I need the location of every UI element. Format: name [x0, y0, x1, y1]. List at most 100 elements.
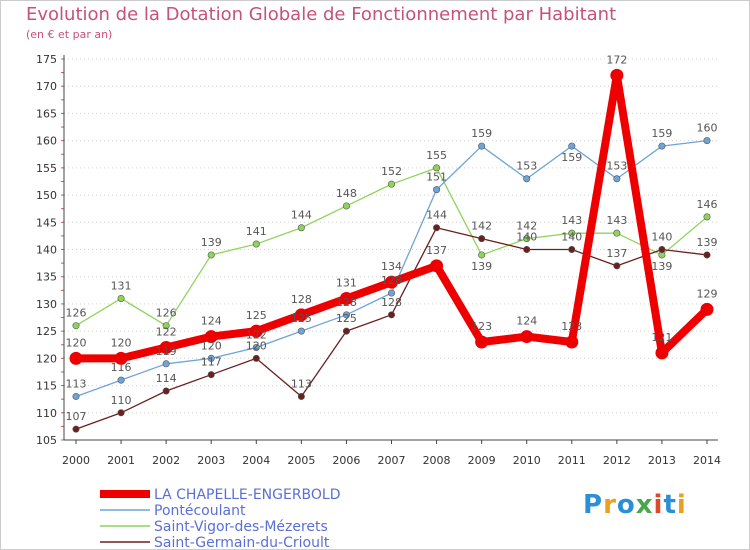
y-tick-label: 110: [36, 407, 57, 420]
data-label: 137: [426, 244, 447, 257]
data-label: 128: [336, 296, 357, 309]
x-tick-label: 2005: [287, 454, 315, 467]
data-label: 122: [156, 325, 177, 338]
data-point: [700, 302, 714, 316]
chart-subtitle: (en € et par an): [26, 28, 113, 41]
data-point: [294, 308, 308, 322]
data-label: 160: [697, 122, 718, 135]
data-point: [117, 294, 125, 302]
data-label: 128: [291, 293, 312, 306]
x-tick-label: 2014: [693, 454, 721, 467]
data-label: 153: [606, 160, 627, 173]
x-tick-label: 2006: [332, 454, 360, 467]
legend-label: LA CHAPELLE-ENGERBOLD: [154, 487, 341, 503]
data-label: 121: [651, 331, 672, 344]
x-tick-label: 2012: [603, 454, 631, 467]
y-tick-label: 150: [36, 189, 57, 202]
chart-title: Evolution de la Dotation Globale de Fonc…: [26, 4, 617, 25]
data-point: [297, 224, 305, 232]
data-label: 107: [66, 410, 87, 423]
y-tick-label: 130: [36, 298, 57, 311]
data-point: [520, 330, 534, 344]
y-tick-label: 175: [36, 53, 57, 66]
data-label: 120: [66, 336, 87, 349]
data-point: [655, 346, 669, 360]
data-label: 139: [471, 260, 492, 273]
data-label: 128: [381, 274, 402, 287]
data-point: [159, 340, 173, 354]
data-point: [385, 275, 398, 289]
data-label: 141: [246, 225, 267, 238]
data-label: 124: [516, 315, 537, 328]
data-label: 139: [201, 236, 222, 249]
data-point: [430, 259, 444, 273]
data-label: 126: [66, 307, 87, 320]
data-labels: 126 131 126 139 141 144 148 152 155 139 142 143 143 1…: [66, 53, 718, 423]
data-label: 142: [516, 220, 537, 233]
data-label: 142: [471, 220, 492, 233]
y-tick-label: 145: [36, 216, 57, 229]
data-label: 122: [246, 328, 267, 341]
data-label: 159: [651, 127, 672, 140]
data-label: 140: [516, 231, 537, 244]
data-label: 151: [426, 171, 447, 184]
data-label: 139: [651, 260, 672, 273]
x-tick-label: 2002: [152, 454, 180, 467]
data-point: [523, 175, 531, 183]
axes: 105 110 115 120 125 130 135 140 145 150 155 160 165 1…: [36, 53, 721, 467]
data-point: [478, 251, 486, 259]
data-point: [204, 330, 218, 344]
data-point: [433, 164, 441, 172]
data-point: [342, 327, 350, 335]
data-label: 131: [336, 276, 357, 289]
x-tick-label: 2007: [378, 454, 406, 467]
data-label: 159: [561, 151, 582, 164]
data-point: [342, 202, 350, 210]
data-label: 155: [426, 149, 447, 162]
data-point: [568, 246, 576, 254]
data-point: [387, 311, 395, 319]
x-tick-label: 2008: [423, 454, 451, 467]
data-point: [478, 235, 486, 243]
y-tick-label: 115: [36, 380, 57, 393]
data-point: [613, 262, 621, 270]
data-point: [478, 142, 486, 150]
data-label: 120: [111, 336, 132, 349]
y-tick-label: 165: [36, 107, 57, 120]
y-tick-label: 105: [36, 434, 57, 447]
data-label: 134: [381, 260, 402, 273]
data-point: [523, 246, 531, 254]
data-label: 116: [111, 361, 132, 374]
data-label: 152: [381, 165, 402, 178]
data-point: [162, 387, 170, 395]
data-point: [297, 327, 305, 335]
data-point: [433, 186, 441, 194]
data-point: [207, 371, 215, 379]
data-label: 119: [156, 345, 177, 358]
x-tick-label: 2010: [513, 454, 541, 467]
data-point: [249, 324, 263, 338]
data-label: 120: [246, 339, 267, 352]
y-tick-label: 155: [36, 162, 57, 175]
data-point: [342, 311, 350, 319]
x-tick-label: 2000: [62, 454, 90, 467]
y-tick-label: 120: [36, 352, 57, 365]
x-tick-label: 2003: [197, 454, 225, 467]
data-label: 123: [471, 320, 492, 333]
data-point: [207, 251, 215, 259]
data-point: [207, 354, 215, 362]
y-tick-label: 135: [36, 271, 57, 284]
data-label: 144: [291, 209, 312, 222]
data-label: 128: [381, 296, 402, 309]
x-tick-label: 2004: [242, 454, 270, 467]
data-point: [387, 180, 395, 188]
legend-label: Saint-Germain-du-Crioult: [154, 535, 330, 550]
data-point: [433, 224, 441, 232]
data-point: [523, 235, 531, 243]
data-point: [610, 68, 624, 82]
data-label: 153: [516, 160, 537, 173]
y-tick-label: 140: [36, 244, 57, 257]
data-label: 129: [697, 287, 718, 300]
y-tick-label: 160: [36, 135, 57, 148]
data-label: 140: [561, 231, 582, 244]
